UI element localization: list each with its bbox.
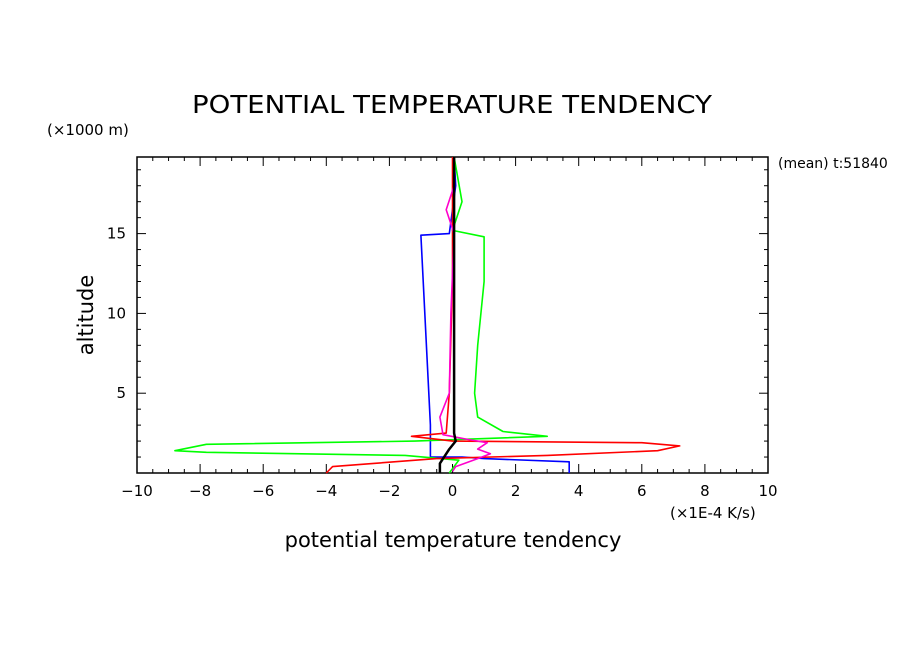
x-tick-label: 6 bbox=[637, 482, 647, 500]
axis-ticks bbox=[136, 157, 769, 474]
axis-tick-labels: −10 −8 −6 −4 −2 0 2 4 6 8 10 5 10 15 bbox=[107, 225, 778, 500]
x-tick-label: 10 bbox=[758, 482, 777, 500]
y-tick-label: 5 bbox=[116, 384, 126, 402]
series-line-1 bbox=[420, 156, 571, 473]
x-tick-label: 2 bbox=[511, 482, 521, 500]
x-tick-label: −8 bbox=[189, 482, 211, 500]
x-tick-label: 8 bbox=[700, 482, 710, 500]
x-tick-label: −6 bbox=[252, 482, 274, 500]
x-tick-label: −4 bbox=[315, 482, 337, 500]
y-unit-label: (×1000 m) bbox=[47, 121, 129, 139]
x-tick-label: −10 bbox=[121, 482, 153, 500]
y-tick-label: 10 bbox=[107, 304, 126, 322]
plot-area: −10 −8 −6 −4 −2 0 2 4 6 8 10 5 10 15 bbox=[107, 156, 778, 500]
y-axis-label: altitude bbox=[74, 275, 98, 356]
y-tick-label: 15 bbox=[107, 225, 126, 243]
x-tick-label: 4 bbox=[574, 482, 584, 500]
x-tick-label: −2 bbox=[378, 482, 400, 500]
series-line-2 bbox=[174, 156, 549, 474]
series-line-4 bbox=[439, 157, 492, 472]
series-line-5 bbox=[438, 157, 457, 473]
x-tick-label: 0 bbox=[448, 482, 458, 500]
chart-title: POTENTIAL TEMPERATURE TENDENCY bbox=[192, 90, 713, 119]
x-axis-label: potential temperature tendency bbox=[285, 528, 622, 552]
series-group bbox=[174, 156, 681, 474]
annotation-mean-time: (mean) t:51840 bbox=[778, 156, 888, 172]
series-line-3 bbox=[325, 157, 681, 474]
x-unit-label: (×1E-4 K/s) bbox=[670, 504, 756, 522]
